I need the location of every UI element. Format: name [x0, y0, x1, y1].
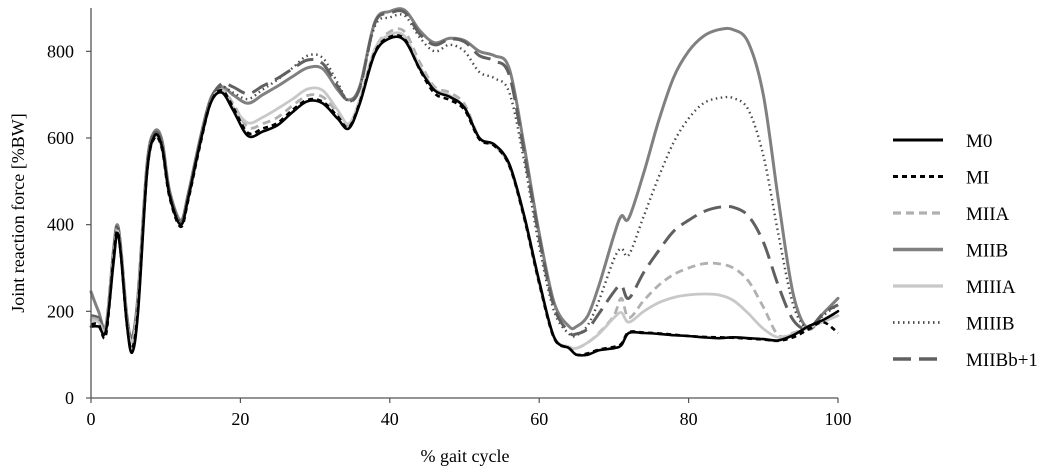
series-line-miibb-1 — [90, 9, 839, 342]
x-axis-title: % gait cycle — [421, 446, 510, 466]
legend-label: MIIBb+1 — [966, 350, 1038, 371]
series-line-miiib — [90, 13, 839, 341]
x-tick-label: 100 — [825, 409, 852, 429]
y-tick-label: 400 — [47, 215, 74, 235]
series-line-miia — [90, 27, 839, 350]
y-tick-label: 0 — [65, 388, 74, 408]
series-line-miib — [89, 7, 840, 340]
tick-labels: 0 20 40 60 80 100 0 200 400 600 800 — [47, 41, 852, 429]
y-axis-title: Joint reaction force [%BW] — [8, 113, 28, 312]
x-tick-label: 80 — [680, 409, 698, 429]
x-tick-label: 40 — [381, 409, 399, 429]
legend: M0 MI MIIA MIIB MIIIA MIIIB MIIBb+1 — [893, 131, 1038, 371]
y-tick-label: 200 — [47, 301, 74, 321]
x-tick-label: 20 — [231, 409, 249, 429]
legend-label: MIIA — [966, 204, 1010, 225]
legend-label: M0 — [966, 131, 992, 152]
legend-label: MIIIB — [966, 314, 1015, 335]
y-tick-label: 600 — [47, 128, 74, 148]
legend-label: MI — [966, 168, 989, 189]
x-tick-label: 0 — [87, 409, 96, 429]
series-line-miiia — [89, 31, 840, 350]
series-line-mi — [90, 33, 839, 357]
legend-label: MIIIA — [966, 277, 1016, 298]
y-tick-label: 800 — [47, 41, 74, 61]
series-line-m0 — [89, 35, 840, 357]
axes — [86, 8, 839, 403]
x-tick-label: 60 — [530, 409, 548, 429]
plot-lines — [89, 7, 840, 357]
legend-label: MIIB — [966, 241, 1008, 262]
